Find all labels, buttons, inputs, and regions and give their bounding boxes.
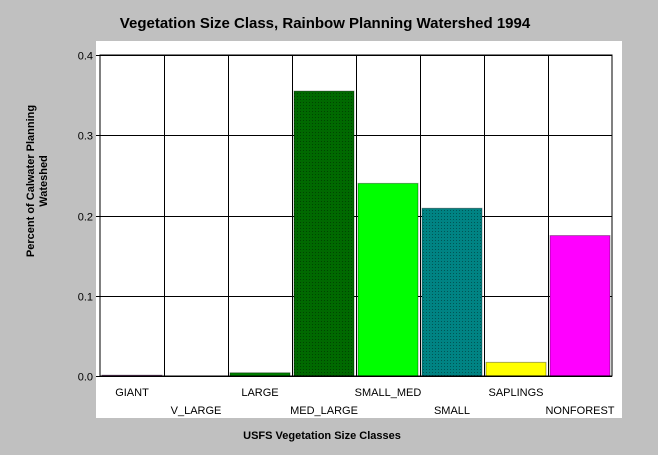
x-tick-label: LARGE	[241, 387, 278, 399]
plot-frame	[99, 54, 613, 377]
bar	[421, 207, 483, 377]
bar	[549, 235, 611, 377]
x-tick-label: MED_LARGE	[290, 405, 358, 417]
y-tick-label: 0.3	[78, 131, 93, 143]
bar-fill	[357, 182, 419, 377]
x-axis-title: USFS Vegetation Size Classes	[243, 430, 401, 442]
y-axis-title: Percent of Calwater Planning Wateshed	[25, 105, 50, 257]
y-tick-label: 0.2	[78, 212, 93, 224]
y-tick-label: 0.1	[78, 292, 93, 304]
bars	[101, 90, 611, 377]
y-tick-label: 0.4	[78, 51, 93, 63]
y-axis-title-line-2: Wateshed	[38, 155, 50, 207]
x-tick-label: V_LARGE	[171, 405, 222, 417]
x-tick-label: SMALL	[434, 405, 470, 417]
bar-fill	[485, 361, 547, 377]
x-tick-label: NONFOREST	[545, 405, 614, 417]
chart-title: Vegetation Size Class, Rainbow Planning …	[120, 15, 531, 32]
bar	[485, 361, 547, 377]
x-tick-label: SMALL_MED	[355, 387, 422, 399]
x-tick-label: SAPLINGS	[488, 387, 543, 399]
bar-hatch	[294, 91, 354, 377]
y-tick-labels: 0.0 0.1 0.2 0.3 0.4	[78, 51, 93, 384]
y-axis-title-line-1: Percent of Calwater Planning	[25, 105, 37, 257]
bar	[293, 90, 355, 377]
x-tick-labels: GIANT V_LARGE LARGE MED_LARGE SMALL_MED SMALL…	[115, 387, 615, 417]
y-tick-label: 0.0	[78, 372, 93, 384]
bar-hatch	[422, 208, 482, 376]
bar	[357, 182, 419, 377]
bar-fill	[549, 235, 611, 377]
x-tick-label: GIANT	[115, 387, 149, 399]
